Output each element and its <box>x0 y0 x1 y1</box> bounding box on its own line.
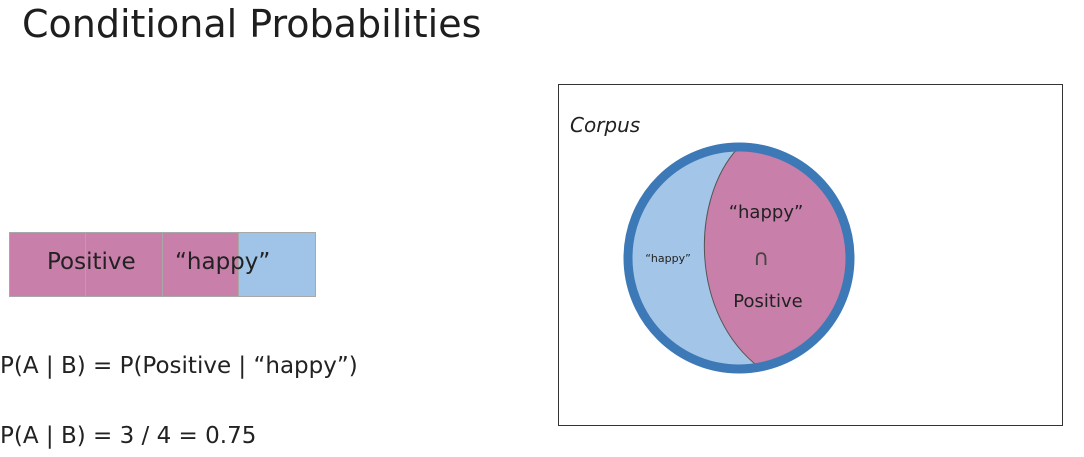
page-title: Conditional Probabilities <box>22 2 482 46</box>
corpus-label: Corpus <box>570 113 641 137</box>
bar-segment-positive-3 <box>163 233 239 296</box>
venn-label-happy-top: “happy” <box>729 202 804 223</box>
venn-label-happy-left: “happy” <box>645 252 691 265</box>
intersection-symbol: ∩ <box>753 246 769 271</box>
bar-segment-positive-2 <box>86 233 163 296</box>
bar-label-happy: “happy” <box>175 249 271 275</box>
probability-bar <box>9 232 316 297</box>
bar-segment-positive-1 <box>10 233 86 296</box>
formula-definition: P(A | B) = P(Positive | “happy”) <box>0 353 358 379</box>
formula-result: P(A | B) = 3 / 4 = 0.75 <box>0 423 257 449</box>
venn-outer-ring <box>623 142 855 374</box>
bar-label-positive: Positive <box>47 249 136 275</box>
venn-label-positive: Positive <box>733 291 802 312</box>
bar-segment-happy <box>239 233 315 296</box>
venn-diagram: “happy” “happy” ∩ Positive <box>623 142 855 374</box>
